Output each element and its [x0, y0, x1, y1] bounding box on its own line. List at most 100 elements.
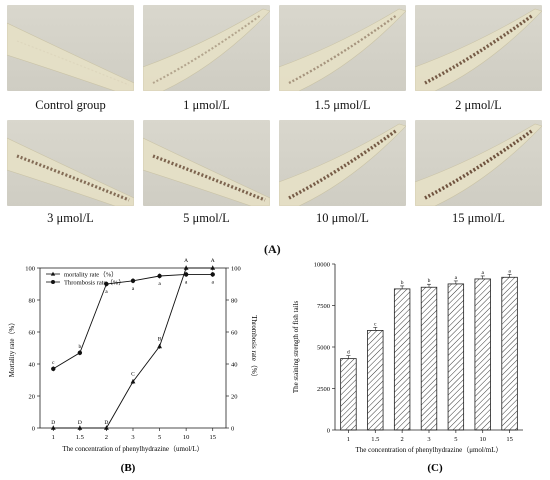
staining-streak	[152, 14, 262, 84]
legend-label: Thrombosis rate（%）	[64, 278, 125, 286]
y-tick-label-right: 80	[231, 298, 238, 305]
significance-letter: a	[481, 270, 484, 276]
tail-body	[279, 8, 406, 91]
x-tick-label: 2	[105, 434, 108, 441]
caption-1: 1 μmol/L	[183, 98, 230, 112]
data-point-thrombosis	[130, 278, 136, 283]
significance-letter: a	[158, 281, 161, 287]
bar	[447, 283, 465, 431]
photo-1	[143, 5, 270, 91]
panel-a-label: (A)	[264, 242, 281, 256]
y-tick-label-left: 100	[25, 266, 35, 273]
data-point-thrombosis	[77, 350, 83, 355]
chart-b: 0 0 20 20 40 40 60 60 80 80 100 100 1 1.5 2 3 5 10 15 The c…	[8, 258, 258, 474]
caption-3: 3 μmol/L	[47, 211, 94, 225]
tail-body	[143, 137, 270, 206]
x-tick-label: 3	[427, 436, 430, 443]
significance-letter: D	[104, 420, 108, 426]
y-tick-label-left: 60	[29, 330, 36, 337]
y-tick-label-right: 100	[231, 266, 241, 273]
y-tick-label-left: 80	[29, 298, 36, 305]
fish-tail-image	[279, 123, 406, 206]
plot-frame	[39, 267, 227, 429]
photo-5	[143, 120, 270, 206]
x-tick-label: 3	[131, 434, 134, 441]
significance-letter: a	[105, 289, 108, 295]
photo-1-5	[279, 5, 406, 91]
y-tick-label: 5000	[317, 345, 330, 352]
significance-letter: C	[131, 372, 135, 378]
x-axis-label: The concentration of phenylhydrazine（umo…	[62, 445, 203, 453]
x-tick-label: 5	[454, 436, 457, 443]
x-tick-label: 5	[158, 434, 161, 441]
photo-3	[7, 120, 134, 206]
y-tick-label-right: 0	[231, 426, 234, 433]
legend-marker-circle	[51, 280, 55, 284]
y-axis-label: The staining strength of fish tails	[292, 301, 300, 394]
photo-2	[415, 5, 542, 91]
significance-letter: A	[184, 258, 188, 264]
legend-label: mortality rate（%）	[64, 270, 118, 278]
tail-body	[7, 22, 134, 91]
x-tick-label: 1	[347, 436, 350, 443]
staining-streak	[288, 128, 398, 200]
panel-c-label: (C)	[427, 462, 443, 474]
staining-streak	[152, 154, 266, 202]
data-point-mortality	[104, 425, 109, 430]
y-tick-label-left: 40	[29, 362, 36, 369]
significance-letter: c	[374, 321, 377, 327]
fish-tail-image	[415, 123, 542, 206]
photo-15	[415, 120, 542, 206]
bar	[340, 358, 357, 431]
y-tick-label-right: 60	[231, 330, 238, 337]
staining-streak	[16, 154, 130, 202]
data-point-mortality	[50, 425, 56, 430]
staining-streak	[16, 40, 130, 86]
data-point-mortality	[210, 265, 216, 270]
staining-streak	[424, 128, 535, 200]
panel-b-label: (B)	[121, 462, 136, 474]
y-tick-label-right: 40	[231, 362, 238, 369]
y-axis-label-right: Thrombosis rate（%）	[250, 315, 258, 381]
x-tick-label: 15	[506, 436, 513, 443]
bar	[420, 286, 438, 431]
significance-letter: c	[52, 360, 55, 366]
y-tick-label-right: 20	[231, 394, 238, 401]
significance-letter: b	[78, 344, 81, 350]
significance-letter: d	[347, 350, 350, 356]
fish-tail-image	[143, 137, 270, 206]
significance-letter: a	[185, 279, 188, 285]
data-point-mortality	[157, 343, 162, 349]
x-tick-label: 10	[183, 434, 190, 441]
significance-letter: b	[401, 280, 404, 286]
caption-2: 2 μmol/L	[455, 98, 502, 112]
caption-5: 5 μmol/L	[183, 211, 230, 225]
photo-10	[279, 120, 406, 206]
data-point-thrombosis	[210, 272, 215, 277]
significance-letter: a	[508, 268, 511, 274]
y-axis-label-left: Mortality rate（%）	[8, 319, 16, 378]
significance-letter: B	[158, 336, 162, 342]
photo-control	[7, 5, 134, 91]
staining-streak	[424, 13, 534, 85]
y-tick-label: 7500	[317, 303, 330, 310]
data-point-thrombosis	[157, 273, 162, 279]
x-axis-label: The concentration of phenylhydrazine（μmo…	[355, 446, 502, 454]
fish-tail-image	[7, 22, 134, 91]
bar	[393, 288, 411, 431]
fish-tail-image	[279, 8, 406, 91]
series-line-0	[53, 267, 213, 429]
significance-letter: b	[428, 278, 431, 284]
caption-1-5: 1.5 μmol/L	[314, 98, 371, 112]
caption-10: 10 μmol/L	[316, 211, 369, 225]
significance-letter: a	[211, 279, 214, 285]
significance-letter: A	[211, 258, 215, 264]
significance-letter: a	[132, 286, 135, 292]
bar	[474, 278, 491, 431]
data-point-thrombosis	[104, 281, 109, 287]
tail-body	[7, 137, 134, 206]
y-tick-label: 2500	[317, 386, 330, 393]
caption-15: 15 μmol/L	[452, 211, 505, 225]
y-tick-label: 10000	[314, 262, 330, 269]
fish-tail-image	[143, 8, 270, 91]
